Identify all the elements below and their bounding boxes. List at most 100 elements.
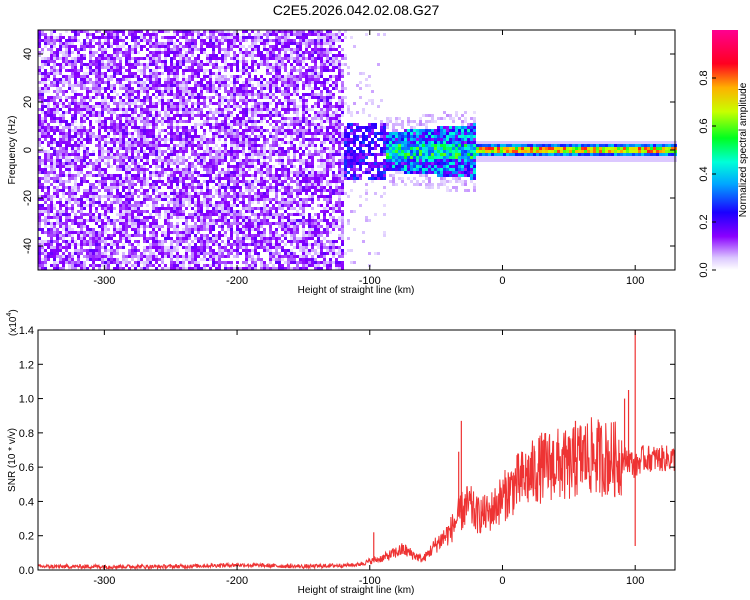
spectrogram-cell <box>176 246 179 249</box>
spectrogram-cell <box>236 165 239 168</box>
spectrogram-cell <box>266 246 269 249</box>
spectrogram-cell <box>266 138 269 141</box>
spectrogram-cell <box>116 168 119 171</box>
spectrogram-cell <box>143 216 146 219</box>
spectrogram-cell <box>119 84 122 87</box>
spectrogram-cell <box>263 48 266 51</box>
spectrogram-cell <box>41 159 44 162</box>
spectrogram-cell <box>218 75 221 78</box>
spectrogram-cell <box>155 105 158 108</box>
spectrogram-cell <box>149 84 152 87</box>
spectrogram-cell <box>41 81 44 84</box>
spectrogram-cell <box>140 111 143 114</box>
spectrogram-cell <box>92 255 95 258</box>
spectrogram-cell <box>119 240 122 243</box>
spectrogram-cell <box>179 87 182 90</box>
spectrogram-cell <box>182 258 185 261</box>
spectrogram-cell <box>104 141 107 144</box>
spectrogram-cell <box>185 135 188 138</box>
spectrogram-cell <box>134 165 137 168</box>
spectrogram-cell <box>38 36 41 39</box>
spectrogram-cell <box>224 243 227 246</box>
spectrogram-cell <box>44 225 47 228</box>
spectrogram-cell <box>236 90 239 93</box>
spectrogram-cell <box>59 183 62 186</box>
spectrogram-cell <box>155 72 158 75</box>
spectrogram-cell <box>134 192 137 195</box>
spectrogram-cell <box>107 255 110 258</box>
spectrogram-cell <box>68 39 71 42</box>
spectrogram-cell <box>89 240 92 243</box>
spectrogram-cell <box>38 180 41 183</box>
spectrogram-cell <box>71 150 74 153</box>
spectrogram-cell <box>179 267 182 270</box>
spectrogram-cell <box>95 63 98 66</box>
spectrogram-cell <box>59 144 62 147</box>
spectrogram-cell <box>47 84 50 87</box>
spectrogram-cell <box>182 180 185 183</box>
spectrogram-cell <box>53 90 56 93</box>
spectrogram-cell <box>161 180 164 183</box>
spectrogram-cell <box>164 183 167 186</box>
spectrogram-cell <box>107 39 110 42</box>
spectrogram-cell <box>110 222 113 225</box>
spectrogram-cell <box>191 33 194 36</box>
spectrogram-cell <box>92 162 95 165</box>
spectrogram-cell <box>41 258 44 261</box>
spectrogram-cell <box>38 132 41 135</box>
spectrogram-cell <box>86 150 89 153</box>
spectrogram-cell <box>140 57 143 60</box>
spectrogram-cell <box>155 237 158 240</box>
spectrogram-cell <box>215 165 218 168</box>
spectrogram-cell <box>212 195 215 198</box>
spectrogram-cell <box>185 114 188 117</box>
spectrogram-cell <box>59 135 62 138</box>
spectrogram-cell <box>218 195 221 198</box>
spectrogram-cell <box>53 174 56 177</box>
spectrogram-cell <box>152 159 155 162</box>
spectrogram-cell <box>116 147 119 150</box>
spectrogram-cell <box>224 213 227 216</box>
spectrogram-cell <box>176 120 179 123</box>
spectrogram-cell <box>233 219 236 222</box>
spectrogram-cell <box>233 267 236 270</box>
spectrogram-cell <box>131 255 134 258</box>
spectrogram-cell <box>272 180 275 183</box>
spectrogram-cell <box>167 69 170 72</box>
spectrogram-cell <box>233 87 236 90</box>
spectrogram-cell <box>38 264 41 267</box>
spectrogram-cell <box>137 144 140 147</box>
spectrogram-cell <box>122 225 125 228</box>
spectrogram-cell <box>155 114 158 117</box>
spectrogram-cell <box>257 108 260 111</box>
spectrogram-cell <box>104 39 107 42</box>
spectrogram-cell <box>236 117 239 120</box>
spectrogram-cell <box>62 105 65 108</box>
spectrogram-cell <box>122 255 125 258</box>
spectrogram-cell <box>80 171 83 174</box>
spectrogram-cell <box>251 162 254 165</box>
spectrogram-cell <box>188 75 191 78</box>
spectrogram-cell <box>248 234 251 237</box>
spectrogram-cell <box>137 129 140 132</box>
spectrogram-cell <box>242 132 245 135</box>
spectrogram-cell <box>140 258 143 261</box>
spectrogram-cell <box>209 30 212 33</box>
spectrogram-cell <box>134 51 137 54</box>
spectrogram-cell <box>101 93 104 96</box>
spectrogram-cell <box>254 243 257 246</box>
spectrogram-cell <box>56 165 59 168</box>
spectrogram-cell <box>263 165 266 168</box>
spectrogram-cell <box>236 195 239 198</box>
spectrogram-cell <box>218 150 221 153</box>
spectrogram-cell <box>176 168 179 171</box>
spectrogram-cell <box>209 147 212 150</box>
spectrogram-cell <box>53 99 56 102</box>
spectrogram-cell <box>143 129 146 132</box>
spectrogram-cell <box>218 201 221 204</box>
spectrogram-cell <box>176 237 179 240</box>
spectrogram-cell <box>206 30 209 33</box>
spectrogram-cell <box>140 69 143 72</box>
spectrogram-cell <box>68 216 71 219</box>
spectrogram-cell <box>125 51 128 54</box>
